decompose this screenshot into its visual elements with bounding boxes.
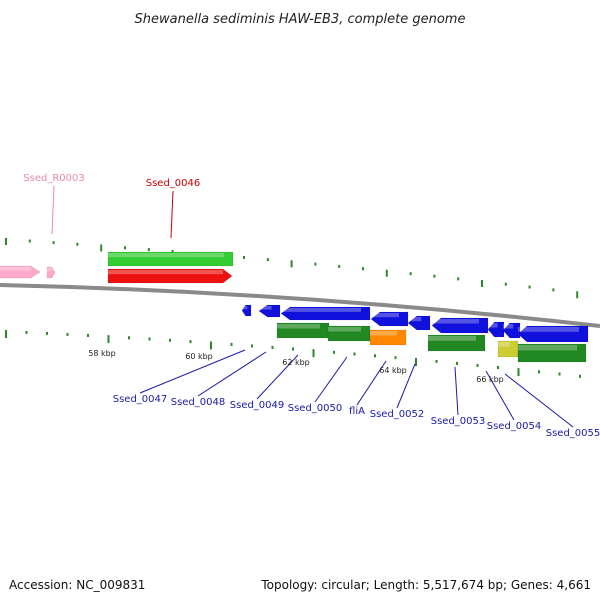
blue-gene-arrow-shine: [518, 327, 579, 332]
scale-labels: 58 kbp 60 kbp 62 kbp 64 kbp 66 kbp: [88, 349, 504, 384]
callout-line: [51, 185, 55, 235]
green-gene-box: [427, 334, 486, 352]
gene-label-ssed_0046: Ssed_0046: [146, 178, 201, 189]
label-callouts: Ssed_R0003 Ssed_0046 Ssed_0047 Ssed_0048 Sse…: [23, 173, 600, 439]
ssed-0046-red-arrow-shine: [108, 270, 223, 275]
green-gene-box-shine: [428, 336, 476, 341]
callout-line: [504, 373, 574, 428]
lower-tick-row: [5, 330, 581, 378]
gene-label-flia: fliA: [349, 406, 365, 417]
callout-line: [396, 363, 416, 409]
scale-label: 66 kbp: [476, 375, 504, 384]
blue-gene-arrow: [258, 304, 281, 318]
blue-gene-arrow-shine: [371, 313, 399, 318]
yellow-gene-box-shine: [498, 342, 510, 347]
gene-label-ssed_0049: Ssed_0049: [230, 400, 285, 411]
blue-gene-arrow-shine: [488, 323, 498, 328]
pink-feature-arrow-small-shine: [47, 268, 52, 272]
blue-gene-arrow-shine: [408, 317, 422, 322]
genome-summary-text: Topology: circular; Length: 5,517,674 bp…: [261, 578, 591, 592]
feature-track: [0, 251, 589, 363]
blue-gene-arrow: [407, 315, 431, 331]
callout-line: [256, 354, 299, 400]
blue-gene-arrow: [517, 325, 589, 343]
gene-label-ssed_0052: Ssed_0052: [370, 409, 425, 420]
ssed-0046-green-box-shine: [108, 253, 224, 258]
green-gene-box: [517, 343, 587, 363]
blue-gene-arrow: [487, 321, 505, 338]
map-title: Shewanella sediminis HAW-EB3, complete g…: [135, 12, 466, 27]
pink-feature-arrow: [0, 265, 41, 279]
scale-label: 58 kbp: [88, 349, 116, 358]
gene-label-ssed_0050: Ssed_0050: [288, 403, 343, 414]
callout-line: [485, 370, 515, 421]
accession-text: Accession: NC_009831: [9, 578, 146, 592]
blue-gene-arrow: [280, 306, 371, 321]
blue-gene-arrow-shine: [242, 306, 248, 310]
callout-line: [197, 351, 267, 397]
callout-line: [170, 190, 174, 239]
callout-line: [454, 366, 459, 416]
gene-label-ssed_0047: Ssed_0047: [113, 394, 168, 405]
callout-line: [314, 356, 348, 403]
scale-label: 60 kbp: [185, 352, 213, 361]
blue-gene-arrow-shine: [259, 306, 272, 310]
gene-label-ssed_r0003: Ssed_R0003: [23, 173, 84, 184]
gene-label-ssed_0054: Ssed_0054: [487, 421, 542, 432]
gene-label-ssed_0048: Ssed_0048: [171, 397, 226, 408]
blue-gene-arrow: [370, 311, 409, 327]
blue-gene-arrow: [241, 304, 252, 317]
pink-feature-arrow-shine: [0, 267, 31, 271]
callout-line: [139, 349, 246, 394]
gene-label-ssed_0055: Ssed_0055: [546, 428, 600, 439]
blue-gene-arrow-shine: [281, 308, 361, 312]
scale-label: 64 kbp: [379, 366, 407, 375]
green-gene-box-shine: [328, 327, 361, 332]
ssed-0046-green-box: [107, 251, 234, 267]
flia-orange-box-shine: [370, 331, 397, 336]
blue-gene-arrow-shine: [432, 319, 479, 324]
green-gene-box-shine: [518, 345, 577, 351]
flia-orange-box: [369, 329, 407, 346]
green-gene-box-shine: [277, 324, 320, 329]
pink-feature-arrow-small: [46, 266, 56, 279]
gene-label-ssed_0053: Ssed_0053: [431, 416, 486, 427]
upper-tick-row: [5, 238, 579, 299]
scale-label: 62 kbp: [282, 358, 310, 367]
callout-line: [356, 360, 387, 406]
genome-backbone: [0, 283, 600, 328]
blue-gene-arrow: [431, 317, 489, 334]
ssed-0046-red-arrow: [107, 268, 233, 284]
blue-gene-arrow-shine: [503, 324, 514, 329]
